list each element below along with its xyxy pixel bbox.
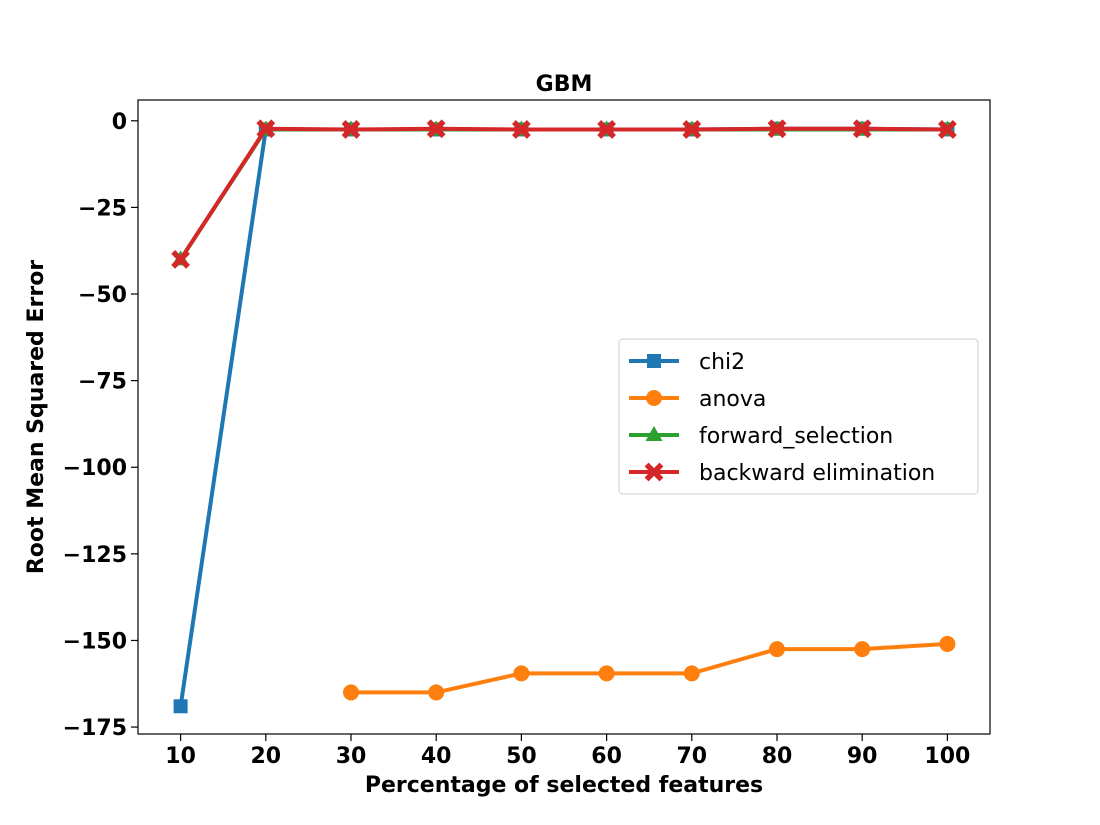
data-point bbox=[939, 635, 956, 652]
x-tick-label: 90 bbox=[847, 744, 878, 769]
y-tick-label: −175 bbox=[63, 716, 127, 741]
legend-label: backward elimination bbox=[699, 461, 935, 486]
data-point bbox=[513, 665, 530, 682]
data-point bbox=[852, 119, 872, 139]
x-tick-label: 60 bbox=[591, 744, 622, 769]
y-tick-label: −150 bbox=[63, 629, 127, 654]
data-point bbox=[428, 684, 445, 701]
legend-item: forward_selection bbox=[629, 424, 893, 449]
y-axis-label: Root Mean Squared Error bbox=[24, 260, 49, 574]
series-forward-selection bbox=[172, 120, 956, 266]
data-point bbox=[341, 120, 361, 139]
y-tick-label: −25 bbox=[78, 196, 127, 221]
legend-item: chi2 bbox=[629, 350, 745, 375]
plot-area bbox=[171, 119, 957, 714]
data-point bbox=[171, 249, 190, 269]
data-point bbox=[854, 641, 871, 658]
y-tick-label: −125 bbox=[63, 543, 127, 568]
data-point bbox=[938, 120, 957, 139]
legend-marker bbox=[644, 462, 664, 482]
series-line bbox=[178, 126, 948, 261]
data-point bbox=[597, 120, 616, 139]
x-tick-label: 80 bbox=[762, 744, 793, 769]
legend-item: anova bbox=[629, 387, 766, 412]
x-axis: 10 20 30 40 50 60 70 80 90 100 bbox=[165, 734, 970, 769]
series-line bbox=[178, 127, 948, 261]
legend-label: anova bbox=[699, 387, 766, 412]
x-tick-label: 50 bbox=[506, 744, 537, 769]
series-line bbox=[351, 641, 948, 695]
data-point bbox=[598, 665, 615, 682]
x-tick-label: 20 bbox=[250, 744, 281, 769]
legend-marker bbox=[645, 426, 663, 441]
y-axis: 0 −25 −50 −75 −100 −125 −150 −175 bbox=[63, 110, 138, 741]
legend-marker bbox=[647, 354, 661, 368]
x-tick-label: 70 bbox=[676, 744, 707, 769]
data-point bbox=[682, 120, 702, 139]
x-tick-label: 30 bbox=[336, 744, 367, 769]
legend-marker bbox=[646, 390, 662, 406]
y-tick-label: −75 bbox=[78, 370, 127, 395]
legend-label: chi2 bbox=[699, 350, 745, 375]
legend: chi2 anova forward_selection backward elimi… bbox=[618, 338, 979, 495]
series-anova bbox=[343, 635, 956, 701]
y-tick-label: −50 bbox=[78, 283, 127, 308]
data-point bbox=[512, 120, 531, 139]
legend-item: backward elimination bbox=[629, 461, 935, 486]
legend-label: forward_selection bbox=[699, 424, 893, 449]
data-point bbox=[343, 684, 359, 701]
data-point bbox=[256, 119, 276, 139]
chart-title: GBM bbox=[536, 72, 593, 97]
data-point bbox=[173, 699, 188, 714]
data-point bbox=[767, 119, 787, 139]
x-tick-label: 40 bbox=[421, 744, 452, 769]
series-backward-elimination bbox=[171, 119, 957, 269]
plot-frame bbox=[137, 99, 991, 735]
data-point bbox=[426, 119, 446, 139]
data-point bbox=[769, 641, 785, 658]
x-tick-label: 10 bbox=[165, 744, 196, 769]
x-axis-label: Percentage of selected features bbox=[365, 773, 763, 798]
data-point bbox=[683, 665, 700, 682]
legend-box bbox=[618, 338, 979, 495]
y-tick-label: 0 bbox=[112, 110, 127, 135]
y-tick-label: −100 bbox=[63, 456, 127, 481]
x-tick-label: 100 bbox=[924, 744, 970, 769]
